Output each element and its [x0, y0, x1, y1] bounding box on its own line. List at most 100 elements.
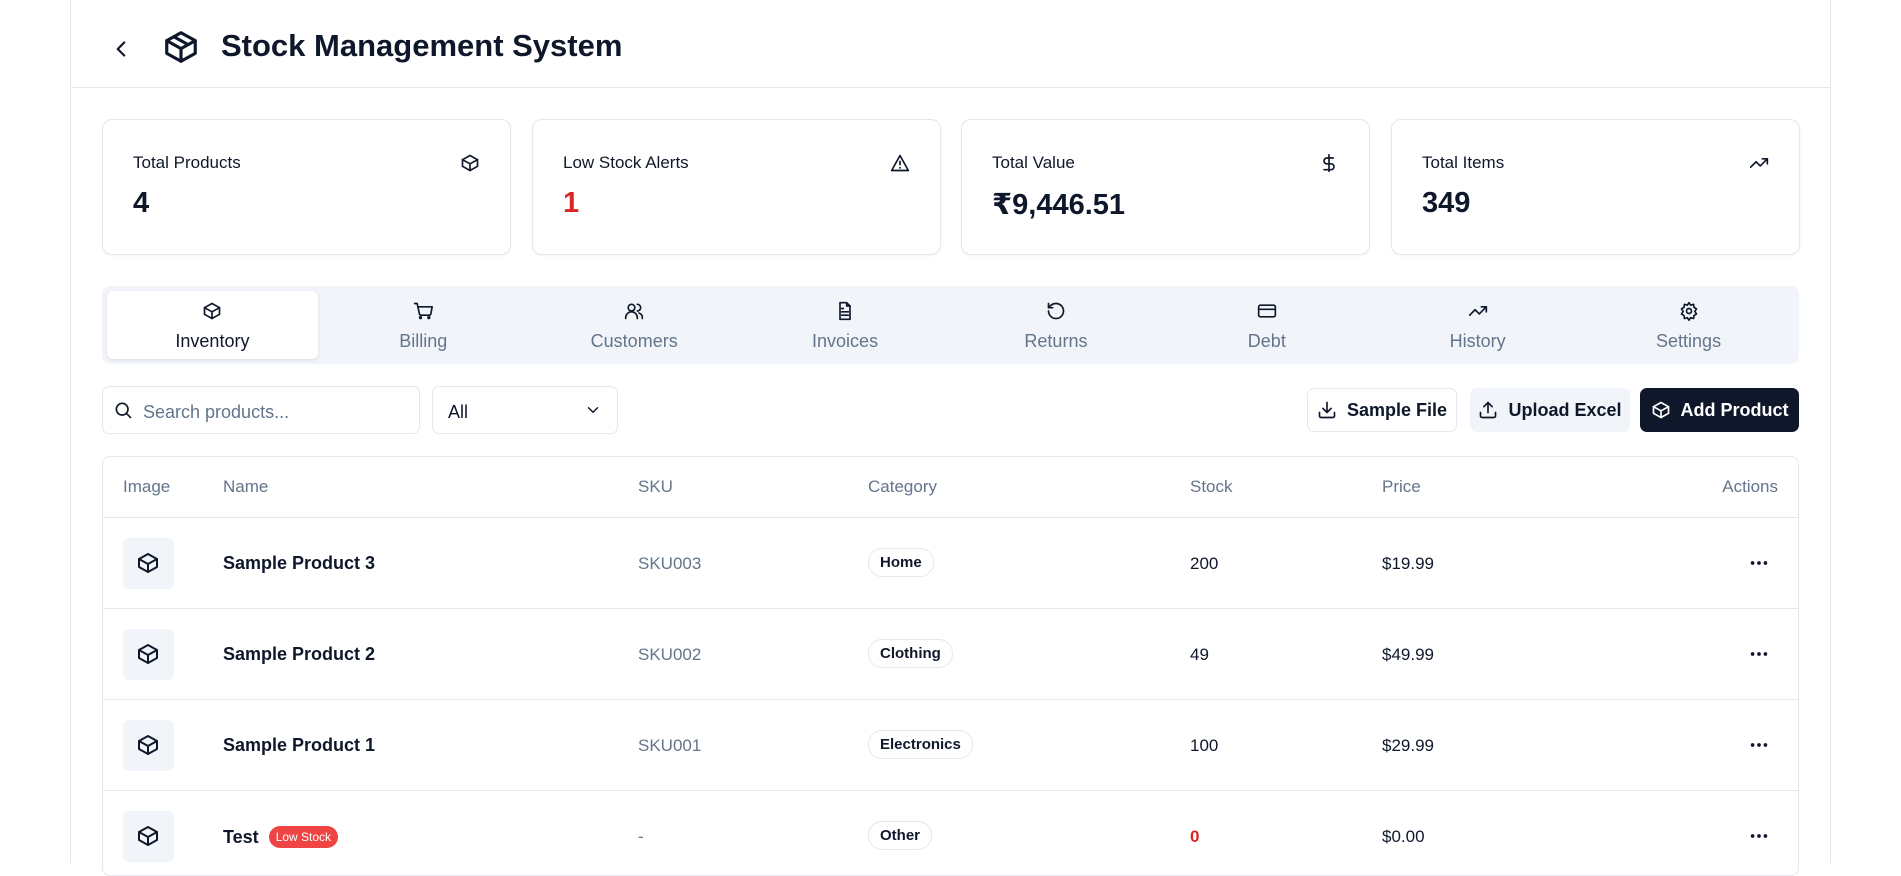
- button-label: Add Product: [1680, 399, 1789, 420]
- stock: 49: [1190, 645, 1209, 664]
- product-name: Sample Product 3: [223, 553, 376, 573]
- tab-label: Settings: [1656, 331, 1722, 351]
- tab[interactable]: Invoices: [740, 291, 951, 359]
- search-input[interactable]: Search products...: [102, 386, 420, 434]
- column-header: Actions: [1722, 477, 1778, 496]
- product-name: Sample Product 1: [223, 735, 376, 755]
- product-name: Test: [223, 826, 259, 847]
- tab[interactable]: Returns: [951, 291, 1162, 359]
- down-icon: [587, 407, 599, 413]
- dots-icon[interactable]: [1748, 552, 1770, 574]
- price: $49.99: [1382, 645, 1434, 664]
- tab[interactable]: Customers: [529, 291, 740, 359]
- tab[interactable]: Billing: [318, 291, 529, 359]
- dots-icon[interactable]: [1748, 825, 1770, 847]
- box-icon: [138, 826, 158, 846]
- tab[interactable]: History: [1372, 291, 1583, 359]
- column-header: Category: [868, 477, 937, 496]
- product-image: [123, 538, 174, 589]
- product-image: [123, 629, 174, 680]
- tab-label: Returns: [1024, 331, 1088, 351]
- back-button[interactable]: [108, 36, 134, 62]
- stat-value: 1: [563, 187, 580, 219]
- box-icon: [461, 154, 479, 172]
- stat-label: Low Stock Alerts: [563, 153, 689, 172]
- sku: SKU003: [638, 554, 702, 573]
- header-divider: [103, 517, 1798, 518]
- column-header: Name: [223, 477, 269, 496]
- search-icon: [115, 402, 132, 419]
- stat-label: Total Items: [1422, 153, 1505, 172]
- table-row: Test Low Stock - Other 0 $0.00: [103, 791, 1798, 875]
- header-divider: [70, 87, 1831, 88]
- dollar-icon: [1323, 153, 1335, 173]
- toolbar-button[interactable]: Sample File: [1307, 388, 1457, 432]
- box-icon: [138, 644, 158, 664]
- product-name-cell: Sample Product 1: [223, 735, 375, 756]
- sku: SKU001: [638, 736, 702, 755]
- tab[interactable]: Settings: [1583, 291, 1794, 359]
- file-icon: [839, 301, 851, 321]
- dots-icon[interactable]: [1748, 734, 1770, 756]
- product-name: Sample Product 2: [223, 644, 376, 664]
- logo-icon: [165, 31, 197, 63]
- box-icon: [204, 302, 221, 320]
- stock: 200: [1190, 554, 1219, 573]
- trend-icon: [1749, 158, 1769, 168]
- users-icon: [625, 303, 644, 320]
- product-name-cell: Sample Product 3: [223, 553, 375, 574]
- tab-label: History: [1449, 331, 1506, 351]
- box-icon: [1652, 401, 1669, 419]
- table-row: Sample Product 2 SKU002 Clothing 49 $49.99: [103, 609, 1798, 700]
- price: $0.00: [1382, 827, 1425, 846]
- tab-label: Inventory: [175, 331, 250, 351]
- tab[interactable]: Debt: [1161, 291, 1372, 359]
- table-row: Sample Product 1 SKU001 Electronics 100 $29.…: [103, 700, 1798, 791]
- category-badge: Clothing: [868, 639, 953, 668]
- stat-card: Total Value ₹9,446.51: [961, 119, 1370, 255]
- ul-icon: [1480, 401, 1497, 419]
- gear-icon: [1680, 301, 1697, 321]
- column-header: Stock: [1190, 477, 1233, 496]
- trend-icon: [1468, 306, 1487, 316]
- product-name-cell: Test Low Stock: [223, 826, 339, 848]
- stat-value: 349: [1422, 187, 1471, 219]
- main-panel: [70, 0, 1831, 863]
- toolbar-button[interactable]: Add Product: [1640, 388, 1799, 432]
- low-stock-badge: Low Stock: [268, 826, 339, 848]
- stat-label: Total Products: [133, 153, 241, 172]
- cart-icon: [414, 302, 434, 320]
- stat-value: 4: [133, 187, 150, 219]
- sku: -: [638, 827, 644, 846]
- tab[interactable]: Inventory: [107, 291, 318, 359]
- search-placeholder: Search products...: [143, 402, 290, 422]
- dl-icon: [1318, 401, 1336, 419]
- cardi-icon: [1257, 304, 1276, 318]
- button-label: Upload Excel: [1508, 399, 1622, 420]
- price: $29.99: [1382, 736, 1434, 755]
- undo-icon: [1047, 302, 1065, 320]
- column-header: Price: [1382, 477, 1421, 496]
- price: $19.99: [1382, 554, 1434, 573]
- toolbar-button[interactable]: Upload Excel: [1470, 388, 1630, 432]
- tab-bar: Inventory Billing Customers Invoices Returns…: [102, 286, 1799, 364]
- category-badge: Home: [868, 548, 934, 577]
- stat-card: Total Items 349: [1391, 119, 1800, 255]
- stock: 100: [1190, 736, 1219, 755]
- category-filter[interactable]: All: [432, 386, 618, 434]
- stat-card: Total Products 4: [102, 119, 511, 255]
- product-table: Image Name SKU Category Stock Price Actions Sam…: [102, 456, 1799, 876]
- button-label: Sample File: [1346, 399, 1448, 420]
- stat-card: Low Stock Alerts 1: [532, 119, 941, 255]
- box-icon: [138, 735, 158, 755]
- tab-label: Billing: [399, 331, 448, 351]
- dots-icon[interactable]: [1748, 643, 1770, 665]
- tab-label: Debt: [1247, 331, 1286, 351]
- sku: SKU002: [638, 645, 702, 664]
- column-header: SKU: [638, 477, 673, 496]
- column-header: Image: [123, 477, 171, 496]
- stat-label: Total Value: [992, 153, 1075, 172]
- category-badge: Electronics: [868, 730, 973, 759]
- tab-label: Invoices: [812, 331, 879, 351]
